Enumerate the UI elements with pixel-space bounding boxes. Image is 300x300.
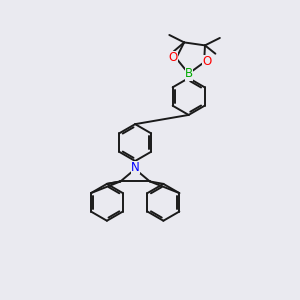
Text: O: O [202,55,212,68]
Text: B: B [185,68,193,80]
Text: O: O [169,51,178,64]
Text: N: N [131,161,140,174]
